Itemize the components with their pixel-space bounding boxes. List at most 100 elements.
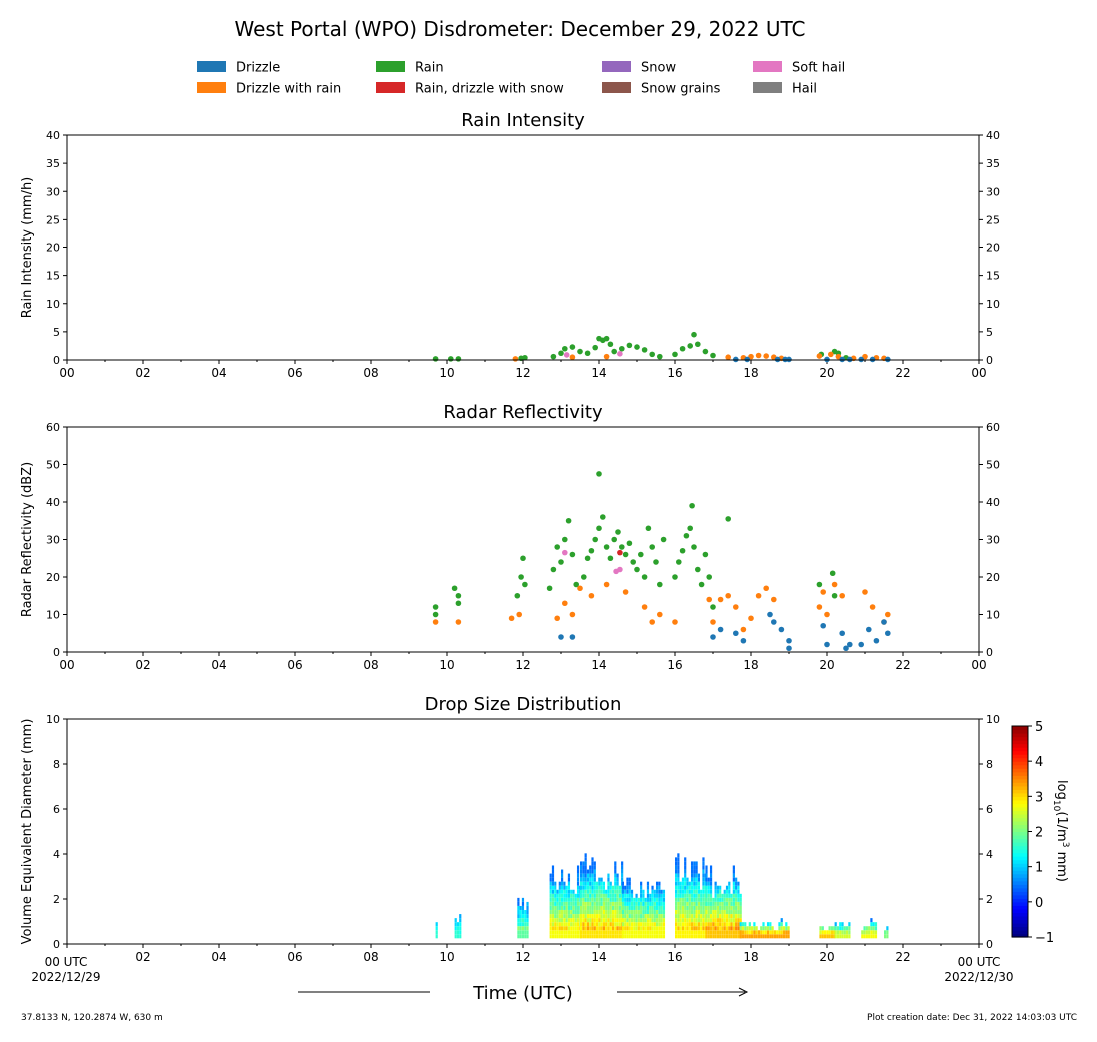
heatmap-cell [705, 905, 708, 910]
data-point [653, 559, 659, 565]
heatmap-cell [576, 918, 580, 923]
heatmap-cell [707, 926, 710, 931]
heatmap-cell [658, 889, 661, 894]
heatmap-cell [735, 897, 738, 902]
data-point [619, 544, 625, 550]
heatmap-cell [630, 901, 634, 906]
heatmap-cell [584, 914, 587, 919]
heatmap-cell [517, 930, 520, 935]
heatmap-cell [589, 873, 592, 878]
heatmap-cell [753, 934, 756, 939]
heatmap-cell [567, 893, 571, 898]
heatmap-cell [584, 861, 587, 866]
heatmap-cell [653, 930, 656, 935]
heatmap-cell [624, 905, 627, 910]
colorbar-segment [1012, 824, 1028, 829]
heatmap-cell [630, 914, 634, 919]
heatmap-cell [697, 893, 700, 898]
heatmap-cell [684, 901, 687, 906]
colorbar-tick-label: 3 [1035, 790, 1043, 805]
heatmap-cell [846, 930, 849, 935]
heatmap-cell [582, 881, 585, 886]
heatmap-cell [705, 897, 708, 902]
heatmap-cell [563, 926, 566, 931]
heatmap-cell [651, 910, 654, 915]
heatmap-cell [459, 930, 462, 935]
heatmap-cell [589, 910, 592, 915]
heatmap-cell [561, 869, 564, 874]
data-point [615, 529, 621, 535]
colorbar-segment [1012, 894, 1028, 899]
heatmap-cell [872, 930, 875, 935]
heatmap-cell [839, 934, 842, 939]
colorbar-segment [1012, 849, 1028, 854]
heatmap-cell [662, 922, 666, 927]
heatmap-cell [658, 914, 661, 919]
heatmap-cell [679, 934, 682, 939]
heatmap-cell [723, 901, 726, 906]
heatmap-cell [614, 910, 617, 915]
data-point [592, 344, 598, 351]
heatmap-cell [702, 889, 705, 894]
heatmap-cell [637, 905, 640, 910]
heatmap-cell [598, 905, 601, 910]
heatmap-cell [565, 914, 568, 919]
heatmap-cell [558, 922, 561, 927]
heatmap-cell [872, 934, 875, 939]
heatmap-cell [561, 918, 564, 923]
heatmap-cell [633, 934, 636, 939]
heatmap-cell [732, 901, 735, 906]
heatmap-cell [737, 893, 740, 898]
heatmap-cell [642, 926, 645, 931]
heatmap-cell [700, 934, 703, 939]
legend-label: Soft hail [792, 61, 845, 76]
heatmap-cell [459, 918, 462, 923]
heatmap-cell [524, 930, 527, 935]
heatmap-cell [656, 901, 659, 906]
heatmap-cell [732, 934, 735, 939]
heatmap-cell [646, 926, 650, 931]
heatmap-cell [688, 905, 691, 910]
x-tick-label: 18 [743, 366, 758, 380]
heatmap-cell [728, 893, 731, 898]
y-tick-label-right: 0 [986, 646, 993, 659]
heatmap-cell [609, 889, 612, 894]
heatmap-cell [677, 905, 680, 910]
heatmap-cell [709, 922, 713, 927]
heatmap-cell [576, 914, 580, 919]
heatmap-cell [576, 910, 580, 915]
heatmap-cell [576, 865, 580, 870]
heatmap-cell [705, 930, 708, 935]
heatmap-cell [456, 922, 460, 927]
heatmap-cell [616, 905, 619, 910]
heatmap-cell [649, 897, 652, 902]
heatmap-cell [609, 922, 612, 927]
data-point [683, 532, 690, 539]
heatmap-cell [653, 934, 656, 939]
data-point [816, 353, 823, 359]
heatmap-cell [582, 934, 585, 939]
heatmap-cell [705, 877, 708, 882]
heatmap-cell [633, 918, 636, 923]
heatmap-cell [834, 926, 837, 931]
heatmap-cell [563, 934, 566, 939]
heatmap-cell [660, 918, 663, 923]
heatmap-cell [635, 914, 638, 919]
heatmap-cell [833, 934, 836, 939]
heatmap-cell [757, 934, 761, 939]
x-axis-label: Time (UTC) [472, 983, 573, 1004]
heatmap-cell [695, 922, 698, 927]
heatmap-cell [716, 910, 719, 915]
heatmap-cell [675, 893, 678, 898]
heatmap-cell [675, 934, 678, 939]
heatmap-cell [521, 918, 525, 923]
colorbar-segment [1012, 806, 1028, 811]
data-point [520, 555, 526, 562]
heatmap-cell [584, 869, 587, 874]
heatmap-cell [702, 865, 705, 870]
data-point [562, 600, 568, 607]
heatmap-cell [558, 914, 561, 919]
data-point [816, 581, 823, 588]
colorbar-segment [1012, 817, 1028, 822]
heatmap-cell [728, 914, 731, 919]
